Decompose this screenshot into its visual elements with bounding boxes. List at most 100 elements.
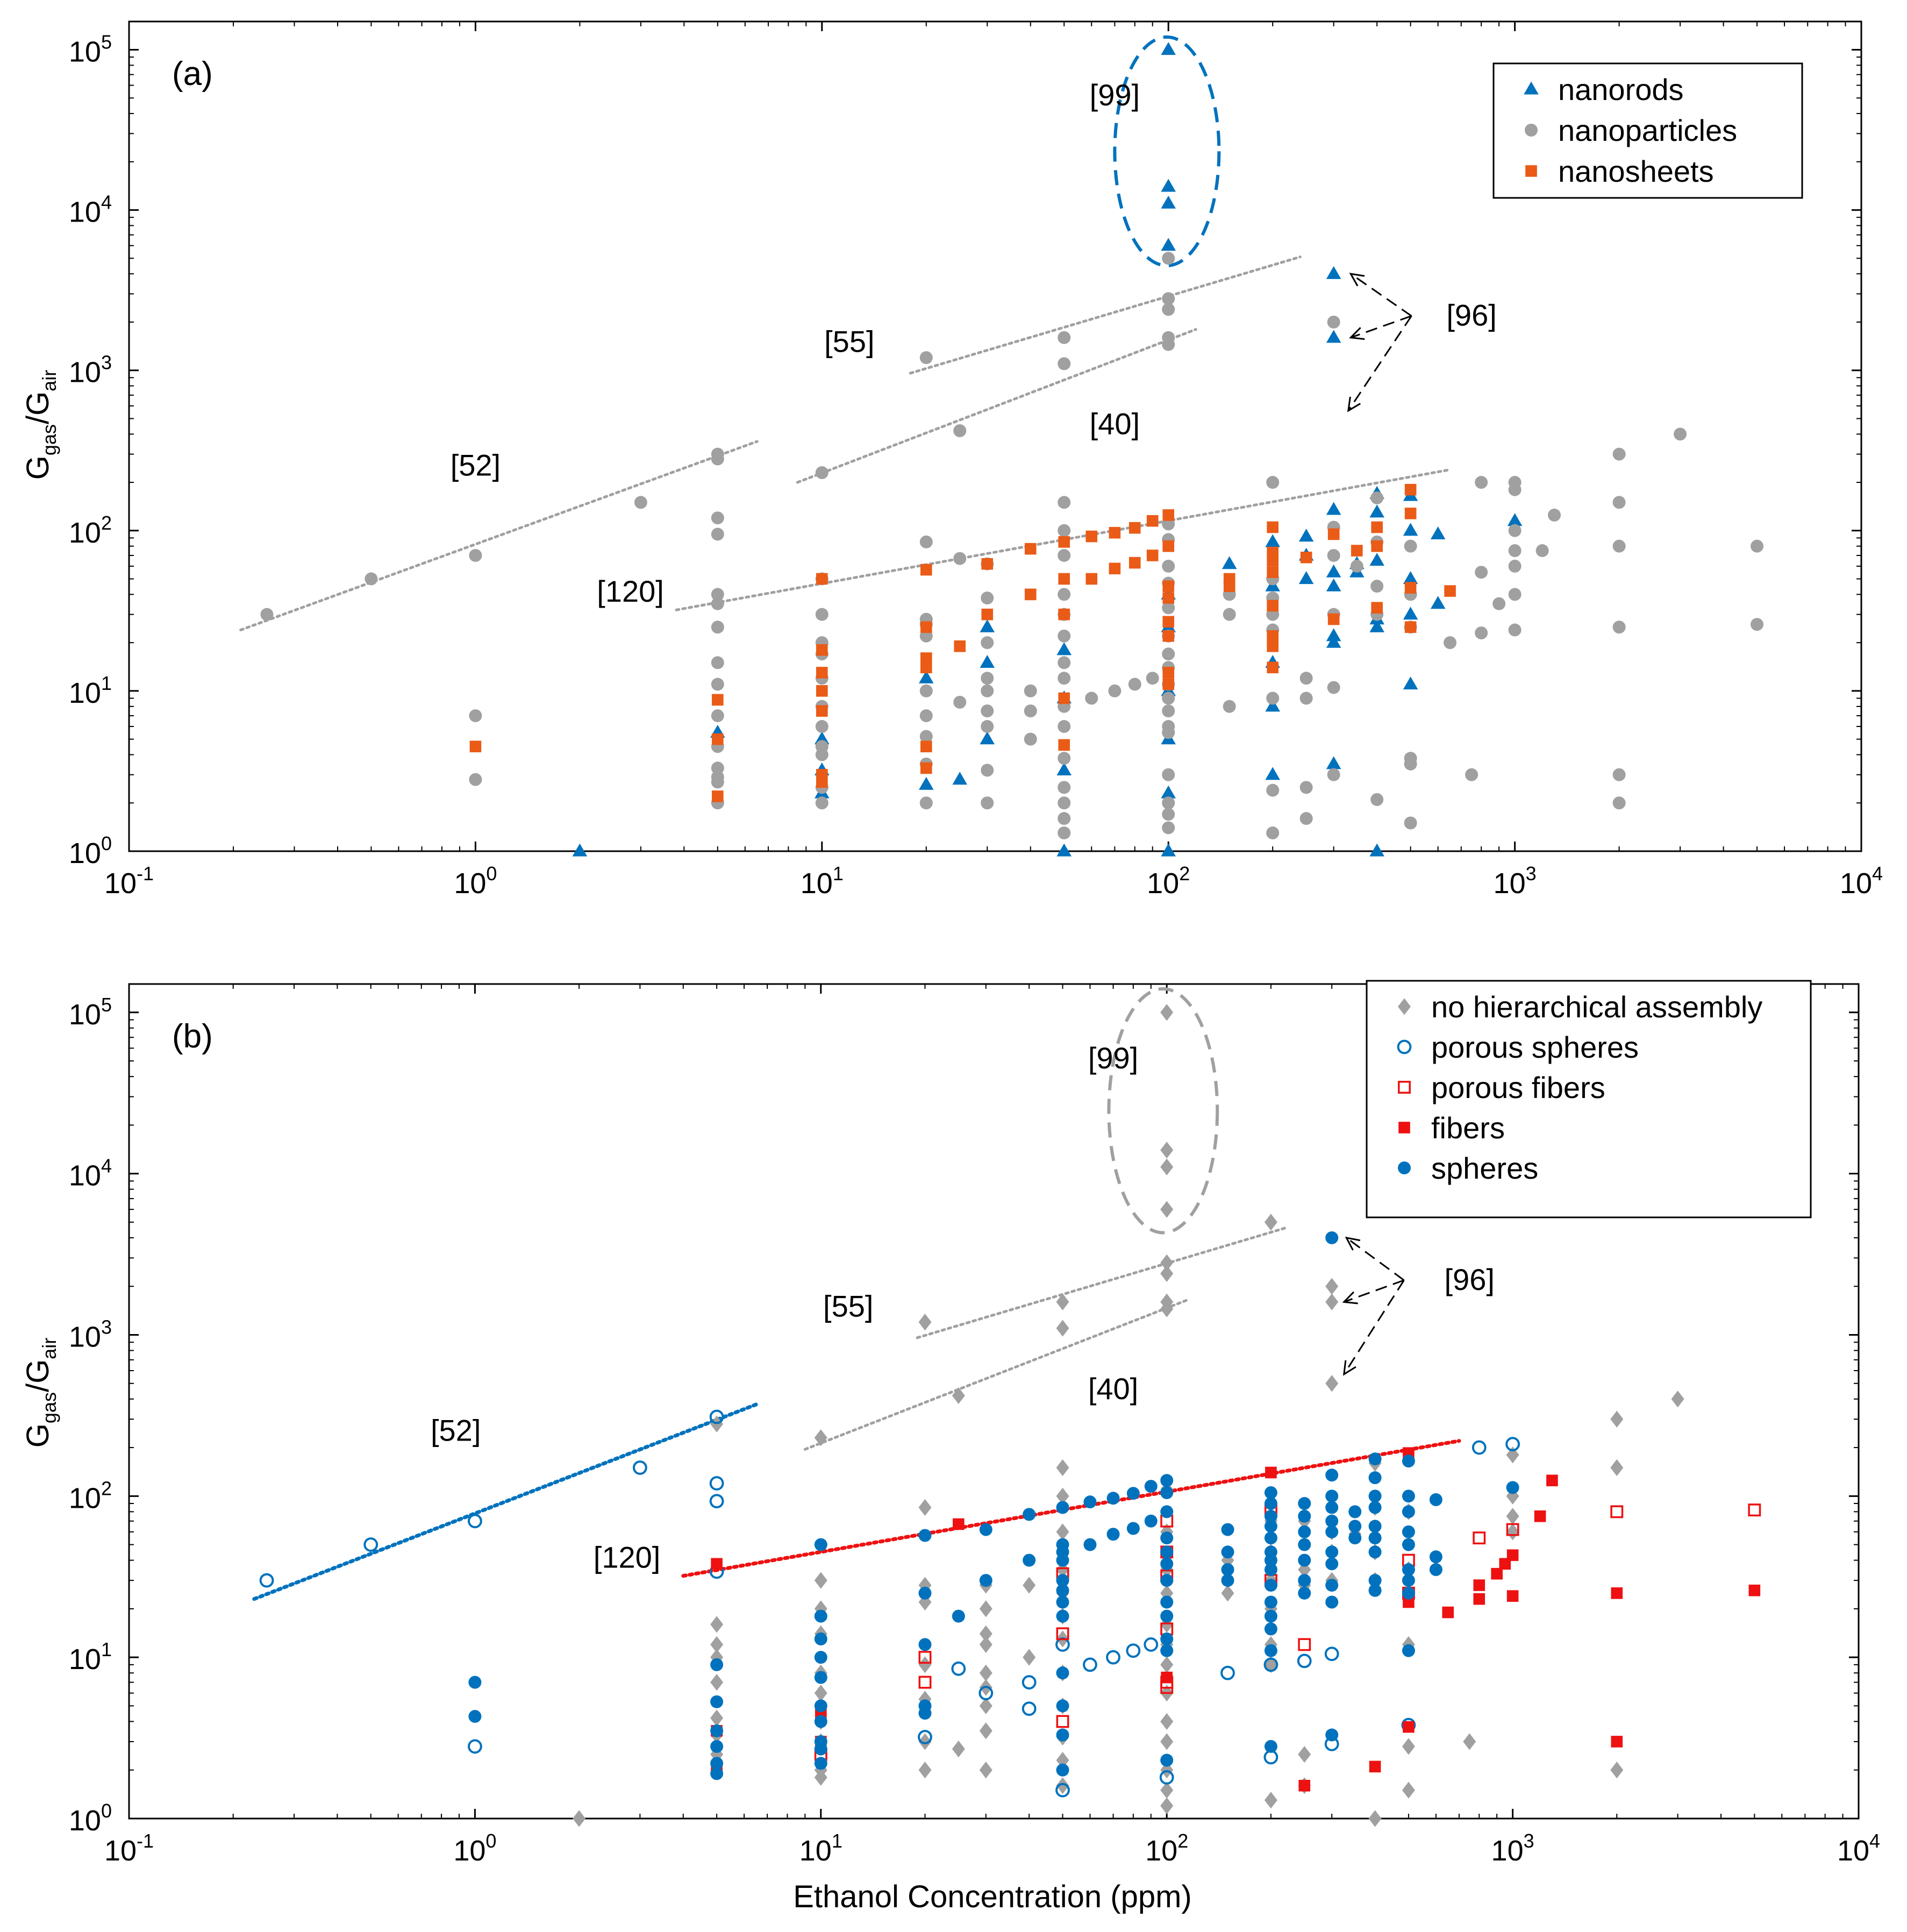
- data-point: [1144, 1637, 1159, 1652]
- legend-label: nanoparticles: [1558, 113, 1737, 147]
- y-tick-label: 103: [69, 1316, 112, 1353]
- data-point: [468, 1710, 482, 1723]
- tick-exponent: 1: [101, 1638, 112, 1660]
- data-point: [1056, 1584, 1069, 1597]
- data-point: [1369, 843, 1384, 857]
- data-point: [1058, 781, 1071, 794]
- data-point: [918, 1733, 932, 1750]
- data-point: [363, 1537, 378, 1552]
- data-point: [1056, 1627, 1069, 1641]
- data-point: [1267, 661, 1279, 674]
- data-point: [1611, 1736, 1623, 1748]
- tick-exponent: 2: [101, 1477, 112, 1499]
- tick-base: 10: [453, 1835, 485, 1867]
- data-point: [1108, 684, 1122, 697]
- data-point: [1023, 1649, 1036, 1666]
- data-point: [1160, 1505, 1174, 1518]
- data-point: [1751, 618, 1764, 631]
- arrow-head: [1342, 1291, 1358, 1304]
- reference-arrow: [1350, 315, 1412, 339]
- data-point: [1264, 1739, 1277, 1753]
- data-point: [919, 709, 933, 723]
- data-point: [1160, 1545, 1174, 1559]
- data-point: [1748, 1503, 1761, 1517]
- data-point: [814, 1429, 827, 1446]
- x-tick-label: 103: [1494, 862, 1537, 900]
- data-point: [1024, 704, 1037, 718]
- data-point: [711, 511, 724, 525]
- data-point: [1508, 588, 1522, 601]
- data-point: [1324, 1646, 1339, 1662]
- y-tick-label: 104: [69, 191, 112, 229]
- legend-box: [1366, 980, 1812, 1218]
- tick-exponent: 4: [101, 1155, 112, 1177]
- data-point: [1327, 548, 1340, 562]
- trend-line: [909, 255, 1302, 375]
- data-point: [1299, 691, 1313, 705]
- tick-base: 10: [69, 196, 101, 229]
- tick-base: 10: [1145, 1835, 1177, 1867]
- svg-text:Ggas/Gair: Ggas/Gair: [20, 370, 60, 480]
- data-point: [1023, 1553, 1036, 1567]
- tick-exponent: 5: [101, 31, 112, 53]
- data-point: [1535, 544, 1549, 558]
- data-point: [1404, 582, 1417, 594]
- data-point: [1298, 1538, 1311, 1551]
- data-point: [1056, 642, 1072, 655]
- data-point: [1146, 550, 1159, 561]
- data-point: [1109, 526, 1121, 539]
- data-point: [1056, 1763, 1069, 1777]
- arrow-head: [1345, 1236, 1361, 1251]
- tick-base: 10: [69, 1160, 101, 1192]
- data-point: [918, 1730, 932, 1744]
- data-point: [1475, 626, 1488, 640]
- data-point: [1160, 1004, 1174, 1021]
- data-point: [1162, 616, 1174, 628]
- data-point: [710, 1695, 724, 1708]
- data-point: [918, 670, 934, 683]
- data-point: [1144, 1514, 1158, 1528]
- data-point: [1505, 1437, 1520, 1452]
- data-point: [1221, 1563, 1234, 1577]
- data-point: [953, 1518, 965, 1530]
- data-point: [814, 1742, 827, 1756]
- data-point: [1348, 1505, 1362, 1518]
- tick-base: 10: [69, 517, 101, 549]
- data-point: [1265, 534, 1280, 547]
- data-point: [919, 796, 933, 810]
- data-point: [953, 424, 967, 438]
- arrow-head: [1342, 1360, 1356, 1376]
- data-point: [259, 1573, 274, 1588]
- data-point: [710, 1739, 724, 1753]
- legend-marker: [1398, 1081, 1411, 1094]
- data-point: [1058, 357, 1071, 370]
- x-tick-label: 101: [801, 862, 844, 900]
- data-point: [980, 655, 995, 668]
- data-point: [1370, 580, 1384, 593]
- data-point: [1160, 1609, 1174, 1623]
- data-point: [1350, 559, 1363, 573]
- data-point: [1056, 1666, 1069, 1680]
- data-point: [1368, 1452, 1382, 1466]
- legend-label: porous fibers: [1431, 1071, 1605, 1104]
- data-point: [1610, 1762, 1624, 1779]
- data-point: [573, 1810, 586, 1827]
- x-tick-label: 100: [453, 1830, 496, 1867]
- data-point: [1160, 1733, 1174, 1750]
- data-point: [1162, 667, 1174, 679]
- data-point: [1266, 476, 1280, 489]
- data-point: [1326, 628, 1341, 641]
- data-point: [918, 1651, 932, 1664]
- data-point: [919, 535, 933, 548]
- data-point: [1160, 1595, 1174, 1609]
- data-point: [1058, 672, 1071, 685]
- data-point: [1264, 1509, 1277, 1523]
- ylabel-sub-air: air: [38, 1338, 60, 1359]
- legend-marker: [1524, 81, 1539, 95]
- data-point: [1022, 1701, 1037, 1716]
- data-point: [1056, 843, 1072, 857]
- data-point: [1611, 1587, 1623, 1599]
- data-point: [572, 843, 588, 857]
- data-point: [1056, 1574, 1069, 1587]
- data-point: [1162, 630, 1174, 642]
